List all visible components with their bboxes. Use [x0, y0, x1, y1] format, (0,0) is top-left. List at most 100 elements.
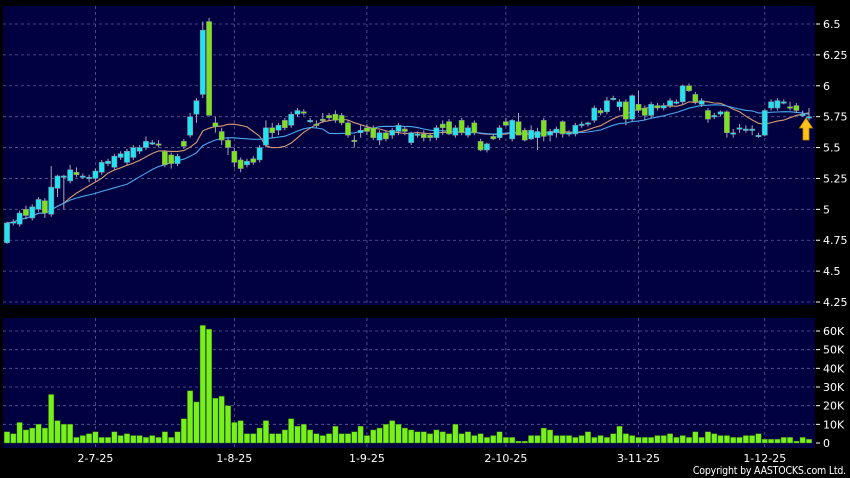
- candle-down: [401, 128, 408, 132]
- volume-bar: [553, 435, 560, 444]
- volume-bar: [237, 420, 244, 444]
- volume-bar: [231, 422, 238, 444]
- volume-tick-label: 30K: [823, 381, 845, 394]
- volume-bar: [364, 435, 370, 444]
- volume-bar: [79, 435, 86, 444]
- price-tick-label: 5.5: [823, 142, 841, 155]
- volume-bar: [616, 426, 623, 444]
- price-tick-label: 5.75: [823, 111, 848, 124]
- volume-bar: [16, 422, 23, 444]
- volume-bar: [427, 433, 434, 444]
- candle-down: [446, 121, 452, 135]
- candle-down: [692, 94, 699, 103]
- candle-down: [383, 132, 389, 140]
- candle-down: [282, 120, 288, 129]
- volume-bar: [528, 435, 535, 444]
- volume-bar: [338, 433, 345, 444]
- volume-bar: [420, 431, 427, 444]
- candle-down: [477, 141, 484, 151]
- volume-bar: [604, 437, 610, 444]
- volume-bar: [117, 435, 124, 444]
- candle-down: [364, 127, 370, 132]
- volume-bar: [376, 427, 383, 444]
- candle-up: [48, 186, 55, 215]
- candle-up: [389, 130, 396, 136]
- candle-up: [780, 101, 787, 104]
- volume-bar: [187, 390, 194, 444]
- volume-bar: [250, 433, 257, 444]
- volume-bar: [622, 433, 629, 444]
- price-panel: [3, 6, 815, 305]
- volume-bar: [35, 424, 42, 444]
- volume-tick-label: 40K: [823, 362, 845, 375]
- candle-up: [244, 160, 250, 166]
- date-tick-label: 3-11-25: [617, 452, 660, 465]
- candle-up: [806, 116, 812, 119]
- candle-up: [60, 175, 67, 178]
- candle-down: [705, 110, 711, 120]
- volume-bar: [572, 437, 579, 444]
- candle-up: [408, 132, 415, 143]
- candle-down: [559, 121, 566, 135]
- volume-bar: [540, 427, 547, 444]
- candle-up: [187, 116, 193, 136]
- candle-down: [180, 141, 187, 147]
- candle-up: [10, 221, 17, 224]
- candle-up: [667, 100, 673, 106]
- volume-bar: [294, 426, 301, 444]
- candle-up: [294, 110, 301, 115]
- ma-10-line: [6, 100, 810, 224]
- volume-bar: [313, 433, 320, 444]
- date-tick-label: 1-9-25: [349, 452, 385, 465]
- candle-up: [130, 147, 137, 158]
- candle-down: [269, 127, 276, 133]
- volume-bar: [793, 440, 800, 444]
- candle-up: [585, 122, 591, 125]
- volume-bar: [48, 394, 55, 444]
- candle-up: [67, 169, 73, 182]
- candle-down: [319, 118, 326, 121]
- volume-bar: [686, 437, 692, 444]
- candle-up: [4, 222, 10, 243]
- price-tick-label: 4.5: [823, 265, 841, 278]
- volume-bar: [225, 405, 231, 444]
- candle-up: [496, 127, 503, 138]
- candle-up: [288, 113, 295, 126]
- volume-bar: [326, 433, 332, 444]
- volume-bar: [578, 435, 585, 444]
- volume-bars: [4, 325, 812, 444]
- volume-bar: [73, 437, 80, 444]
- volume-bar: [780, 437, 787, 444]
- candle-up: [111, 155, 118, 168]
- volume-bar: [351, 431, 358, 444]
- volume-bar: [111, 431, 118, 444]
- candle-up: [79, 175, 86, 178]
- candle-down: [370, 127, 377, 138]
- candle-up: [572, 125, 579, 135]
- candle-up: [629, 95, 636, 120]
- candle-down: [300, 111, 307, 114]
- volume-bar: [193, 401, 200, 444]
- candle-up: [730, 132, 737, 135]
- volume-bar: [149, 435, 156, 444]
- volume-bar: [717, 435, 724, 444]
- volume-bar: [799, 437, 806, 444]
- volume-bar: [724, 435, 730, 444]
- volume-bar: [86, 433, 92, 444]
- volume-bar: [774, 439, 781, 444]
- volume-bar: [98, 437, 105, 444]
- volume-bar: [742, 435, 749, 444]
- candle-down: [427, 134, 433, 138]
- candle-up: [717, 111, 724, 115]
- volume-bar: [566, 435, 572, 444]
- candle-up: [610, 97, 617, 100]
- axis-labels: 4.25 4.5 4.75 5 5.25 5.5 5.75 6 6.25 6.5 0 10K 20K 30…: [77, 18, 847, 465]
- candle-down: [471, 122, 478, 133]
- volume-bar: [124, 433, 130, 444]
- volume-bar: [130, 435, 137, 444]
- volume-bar: [749, 435, 756, 444]
- candle-up: [149, 142, 156, 145]
- volume-bar: [307, 429, 314, 444]
- volume-bar: [433, 429, 440, 444]
- candle-down: [420, 133, 427, 138]
